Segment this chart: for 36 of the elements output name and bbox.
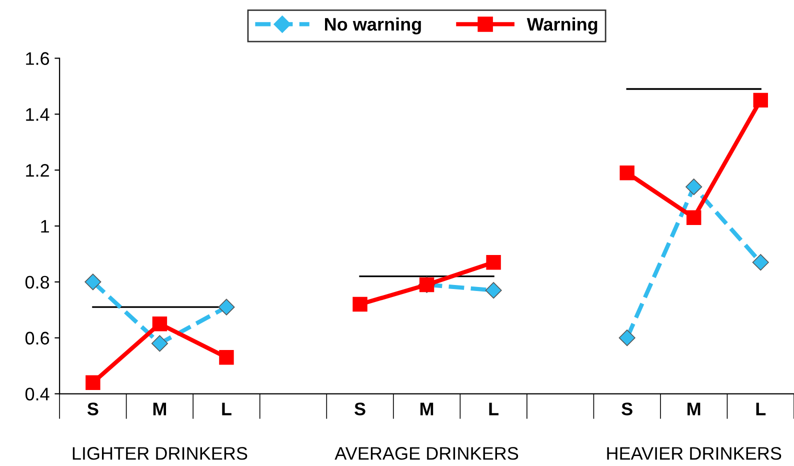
point [352,296,368,312]
x-tick-label: M [153,402,166,416]
point [686,178,702,196]
point [218,298,235,316]
point [84,274,102,290]
point [86,375,100,390]
point [618,330,636,346]
point [152,316,168,332]
x-tick-label: S [622,402,632,416]
x-tick-label: L [222,402,232,416]
point [753,92,768,108]
y-tick-label: 0.4 [25,388,50,400]
text: LIGHTER DRINKERS [72,447,248,460]
x-tick-label: S [87,402,98,416]
text: HEAVIER DRINKERS [607,447,782,460]
x-tick-label: S [354,402,366,416]
point [686,210,702,225]
x-tick-label: L [756,402,766,416]
x-tick-label: M [420,402,434,416]
y-tick-label: 1.6 [26,52,50,65]
text: AVERAGE DRINKERS [334,447,518,460]
point [486,254,501,270]
y-tick-label: 1 [41,220,49,233]
point [485,282,502,299]
legend-label: Warning [526,17,598,34]
legend-label: No warning [325,17,421,34]
y-tick-label: 1.4 [26,108,50,121]
point [752,254,769,271]
y-tick-label: 0.8 [25,276,50,289]
point [219,350,234,365]
y-tick-label: 1.2 [26,164,49,177]
x-tick-label: M [688,402,700,416]
x-tick-label: L [489,402,499,416]
point [151,335,168,352]
point [620,166,634,180]
y-tick-label: 0.6 [25,332,50,345]
